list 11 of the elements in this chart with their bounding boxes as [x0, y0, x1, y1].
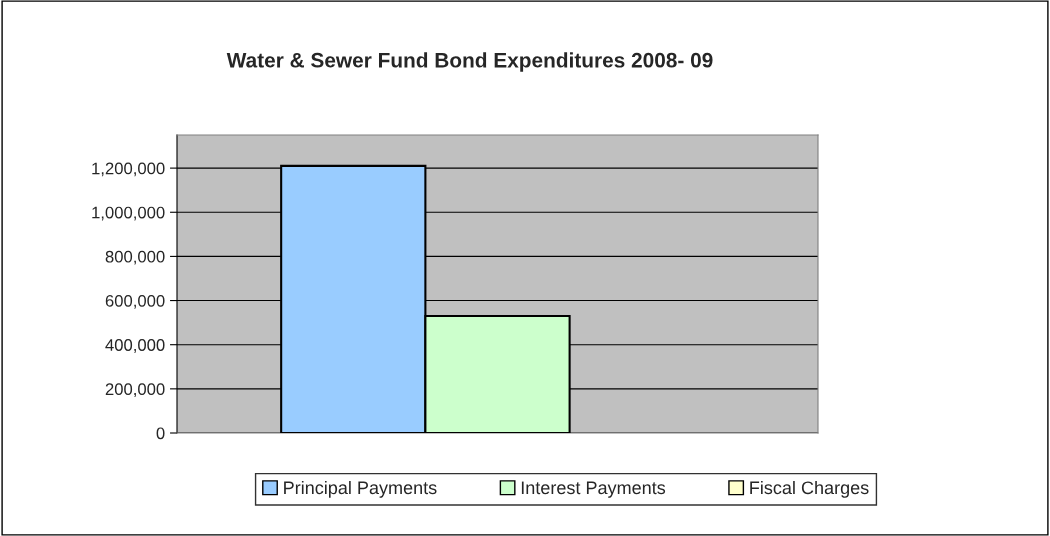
chart-title: Water & Sewer Fund Bond Expenditures 2008- 09 [226, 52, 713, 72]
y-tick-label: 200,000 [105, 383, 165, 398]
y-tick-label: 600,000 [105, 294, 165, 309]
y-tick-label: 0 [156, 427, 165, 440]
legend-label: Fiscal Charges [750, 480, 869, 498]
legend-label: Principal Payments [284, 480, 437, 498]
legend-label: Interest Payments [521, 481, 666, 498]
y-tick-label: 1,200,000 [92, 162, 165, 177]
y-tick-label: 400,000 [105, 339, 165, 353]
y-tick-label: 1,000,000 [92, 206, 165, 221]
y-tick-label: 800,000 [105, 250, 165, 265]
